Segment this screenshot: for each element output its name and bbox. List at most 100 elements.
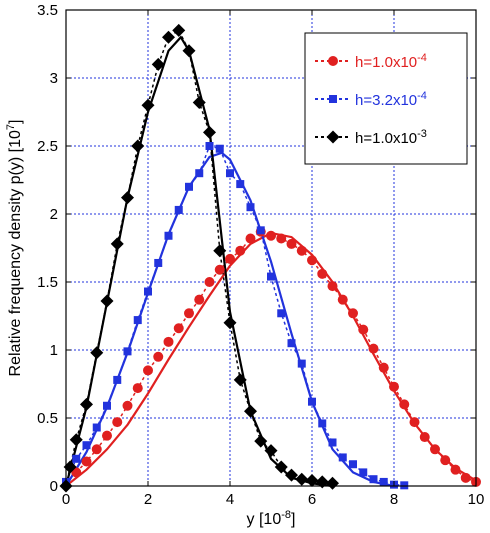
circle-data-point — [112, 417, 123, 428]
square-data-point — [205, 142, 214, 150]
diamond-data-point — [203, 125, 216, 139]
square-data-point — [328, 438, 337, 447]
square-data-point — [144, 287, 152, 296]
circle-data-point — [296, 245, 307, 256]
circle-data-point — [286, 238, 297, 249]
y-tick-label: 1 — [50, 342, 58, 359]
legend-label: h=3.2x10-4 — [355, 90, 427, 109]
square-data-point — [308, 397, 316, 406]
legend-label-main: h=1.0x10 — [355, 130, 417, 147]
diamond-data-point — [90, 346, 104, 360]
x-axis-title-main: y [10 — [247, 511, 282, 528]
square-data-point — [154, 258, 163, 267]
circle-data-point — [143, 365, 153, 376]
diamond-data-point — [192, 95, 206, 109]
legend-label-exp: -4 — [417, 90, 427, 102]
legend-square-marker — [329, 95, 337, 103]
square-data-point — [103, 401, 111, 410]
circle-data-point — [419, 432, 430, 443]
square-data-point — [267, 272, 275, 281]
square-data-point — [164, 231, 173, 240]
legend-label: h=1.0x10-3 — [355, 128, 427, 147]
circle-data-point — [276, 233, 287, 244]
circle-data-point — [102, 430, 112, 441]
diamond-data-point — [162, 30, 175, 44]
square-data-point — [400, 481, 409, 490]
square-data-point — [338, 453, 347, 462]
circle-data-point — [460, 472, 471, 483]
circle-data-point — [245, 233, 256, 244]
x-tick-label: 4 — [226, 491, 234, 508]
y-tick-label: 3.5 — [37, 2, 58, 19]
y-tick-labels: 0 0.5 1 1.5 2 2.5 3 3.5 — [37, 2, 58, 495]
square-data-point — [256, 226, 265, 235]
circle-data-point — [214, 264, 225, 275]
y-axis-title-main: Relative frequency density p(y) [10 — [7, 130, 24, 376]
circle-data-point — [122, 400, 133, 411]
diamond-data-point — [151, 57, 165, 71]
diamond-data-point — [121, 191, 134, 205]
square-data-point — [72, 454, 81, 463]
diamond-data-point — [274, 460, 288, 474]
square-data-point — [277, 309, 286, 318]
circle-data-point — [389, 381, 399, 392]
diamond-data-point — [244, 404, 257, 418]
x-tick-label: 8 — [390, 491, 398, 508]
circle-data-point — [327, 281, 338, 292]
circle-series-dotted-line — [75, 230, 477, 483]
circle-data-point — [317, 268, 328, 279]
legend: h=1.0x10-4h=3.2x10-4h=1.0x10-3 — [304, 32, 468, 165]
diamond-data-point — [315, 475, 329, 489]
x-tick-labels: 0 2 4 6 8 10 — [62, 491, 485, 508]
square-data-point — [195, 169, 204, 178]
x-axis-title-end: ] — [291, 511, 295, 528]
diamond-data-point — [141, 98, 155, 112]
diamond-data-point — [63, 460, 77, 474]
plot-frame — [65, 9, 477, 487]
legend-circle-marker — [328, 56, 338, 66]
square-data-point — [287, 339, 296, 348]
y-tick-label: 2 — [50, 206, 58, 223]
circle-data-point — [399, 399, 410, 410]
diamond-data-point — [295, 472, 309, 486]
circle-data-point — [266, 230, 276, 241]
legend-label-main: h=1.0x10 — [355, 54, 417, 71]
y-axis-title-end: ] — [7, 120, 24, 124]
circle-data-point — [358, 324, 369, 335]
square-data-point — [369, 475, 378, 484]
circle-data-point — [430, 444, 440, 455]
diamond-data-point — [80, 397, 93, 411]
square-data-point — [185, 182, 193, 191]
circle-data-point — [91, 444, 102, 455]
diamond-series-dotted-line — [65, 29, 333, 487]
square-data-point — [236, 180, 245, 189]
square-data-point — [82, 441, 91, 450]
circle-data-point — [307, 255, 317, 266]
circle-data-point — [440, 455, 451, 466]
circle-data-point — [348, 308, 358, 319]
circle-data-point — [225, 253, 235, 264]
circle-data-point — [450, 464, 461, 475]
square-data-point — [246, 203, 255, 212]
x-tick-label: 2 — [144, 491, 152, 508]
square-data-point — [359, 468, 368, 477]
circle-data-point — [409, 417, 420, 428]
y-tick-label: 3 — [50, 70, 58, 87]
circle-data-point — [194, 294, 205, 305]
circle-data-point — [163, 336, 174, 347]
square-data-point — [349, 460, 357, 469]
circle-data-point — [235, 245, 246, 256]
square-data-point — [318, 419, 327, 428]
square-data-point — [174, 205, 183, 214]
x-tick-label: 10 — [468, 491, 485, 508]
y-tick-label: 1.5 — [37, 274, 58, 291]
y-tick-label: 0.5 — [37, 410, 58, 427]
diamond-data-point — [213, 244, 227, 258]
legend-label-main: h=3.2x10 — [355, 92, 417, 109]
y-axis-title-exp: 7 — [5, 124, 17, 130]
diamond-data-point — [182, 44, 196, 58]
legend-label-exp: -3 — [417, 128, 427, 140]
square-data-point — [133, 316, 142, 325]
x-axis-title: y [10-8] — [247, 509, 296, 528]
ticks — [65, 9, 477, 487]
